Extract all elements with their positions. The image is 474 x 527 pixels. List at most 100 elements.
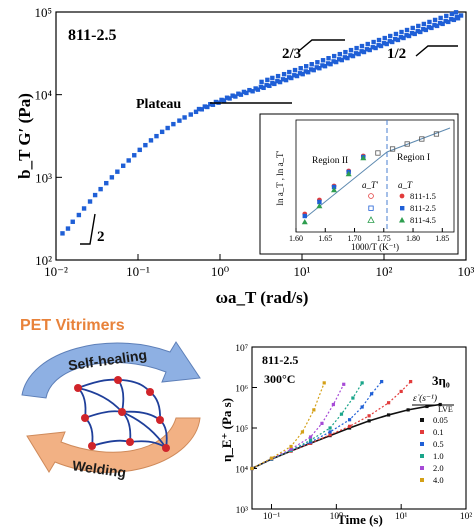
main-data-point	[247, 87, 252, 93]
inset-legend-marker	[399, 217, 405, 223]
main-data-point	[438, 15, 443, 21]
main-data-point	[277, 79, 283, 85]
main-data-point	[421, 21, 427, 27]
inset-legend-open-marker	[368, 205, 374, 211]
main-data-point	[154, 133, 159, 139]
inset-x-tick-label: 1.80	[406, 234, 420, 243]
inset-point-811-4-5	[301, 219, 308, 225]
inset-point-811-4-5	[345, 171, 352, 177]
main-y-tick-label: 10³	[35, 170, 52, 185]
network-crosslink	[74, 384, 82, 392]
main-data-point	[264, 82, 269, 88]
main-data-point	[202, 104, 208, 109]
main-data-point	[219, 97, 224, 103]
inset-x-tick-label: 1.85	[435, 234, 449, 243]
main-data-point	[196, 106, 202, 112]
lve-sublabel: LVE	[438, 405, 453, 414]
main-data-point	[401, 35, 406, 41]
main-data-point	[259, 79, 264, 85]
extension-xlabel: Time (s)	[337, 512, 383, 527]
main-data-point	[365, 41, 370, 47]
slope-two-thirds-marker	[299, 39, 345, 51]
extension-data-point	[370, 392, 374, 396]
main-data-point	[283, 77, 289, 83]
main-data-point	[342, 55, 348, 60]
extension-data-point	[289, 447, 293, 451]
extension-legend-marker	[420, 418, 424, 422]
main-data-point	[426, 24, 432, 30]
extension-ylabel: η_E⁺ (Pa s)	[219, 398, 234, 462]
main-data-point	[320, 63, 325, 68]
self-healing-arrow	[21, 341, 201, 399]
inset-open-point	[404, 141, 410, 147]
main-data-point	[359, 49, 364, 54]
main-data-point	[275, 73, 281, 79]
main-data-point	[65, 226, 71, 231]
extension-legend-label: 0.1	[433, 427, 444, 437]
extension-data-point	[409, 379, 413, 384]
extension-data-point	[387, 401, 391, 405]
extension-data-point	[380, 379, 384, 384]
main-data-point	[339, 57, 345, 63]
main-data-point	[272, 81, 277, 87]
main-data-point	[376, 43, 381, 48]
network-chain	[121, 411, 132, 443]
main-data-point	[303, 69, 308, 74]
extension-legend-label: 0.5	[433, 439, 444, 449]
extension-series-line	[251, 382, 325, 470]
main-data-point	[303, 64, 309, 69]
network-chain	[77, 387, 123, 413]
extension-data-point	[331, 402, 335, 407]
main-data-point	[343, 49, 348, 55]
extension-y-tick-label: 10⁶	[235, 385, 248, 395]
inset-open-point	[433, 131, 440, 137]
main-data-point	[208, 101, 213, 107]
main-data-point	[416, 23, 421, 29]
main-data-point	[331, 59, 336, 64]
extension-data-point	[250, 466, 254, 471]
inset-point-811-2-5	[317, 199, 322, 205]
extension-x-tick-label: 10²	[460, 512, 473, 522]
main-data-point	[171, 121, 176, 127]
extension-legend-label: 4.0	[433, 475, 444, 485]
main-data-point	[376, 37, 382, 43]
main-data-point	[289, 75, 294, 81]
main-data-point	[253, 86, 258, 91]
extension-legend-label: 0.05	[433, 415, 448, 425]
inset-legend-label: 811-4.5	[410, 215, 436, 225]
extension-legend-label: 1.0	[433, 451, 444, 461]
main-data-point	[280, 77, 286, 82]
inset-legend-open-marker	[368, 193, 374, 199]
extension-y-tick-label: 10³	[236, 506, 249, 516]
main-data-point	[437, 20, 443, 26]
main-data-point	[60, 231, 65, 236]
main-data-point	[443, 18, 448, 24]
main-data-point	[244, 90, 249, 96]
main-data-point	[331, 53, 337, 59]
main-data-point	[361, 49, 367, 55]
main-x-tick-label: 10⁻²	[44, 264, 68, 279]
main-data-point	[427, 19, 432, 25]
main-axes: 10⁻² 10⁻¹ 10⁰ 10¹ 10² 10³ 10² 10³ 10⁴ 10⁵	[34, 5, 474, 279]
main-data-point	[314, 65, 319, 70]
extension-data-point	[351, 396, 355, 400]
main-data-point	[98, 186, 103, 192]
main-data-point	[121, 163, 126, 168]
main-data-point	[421, 26, 426, 32]
extension-data-point	[406, 408, 410, 412]
extension-series-line	[251, 381, 383, 470]
extension-data-point	[289, 444, 293, 449]
main-data-point	[440, 21, 445, 27]
main-data-point	[429, 25, 434, 31]
main-data-point	[453, 10, 459, 15]
main-data-point	[305, 69, 311, 75]
inset-legend: 811-1.5 811-2.5 811-4.5	[367, 191, 436, 225]
main-data-point	[354, 45, 359, 51]
network-crosslink	[146, 388, 154, 396]
main-data-point	[270, 75, 275, 81]
inset-point-811-4-5	[316, 203, 323, 209]
main-data-point	[70, 219, 75, 224]
main-data-point	[193, 109, 199, 115]
inset-fit-line	[304, 127, 451, 219]
main-data-point	[230, 93, 235, 98]
